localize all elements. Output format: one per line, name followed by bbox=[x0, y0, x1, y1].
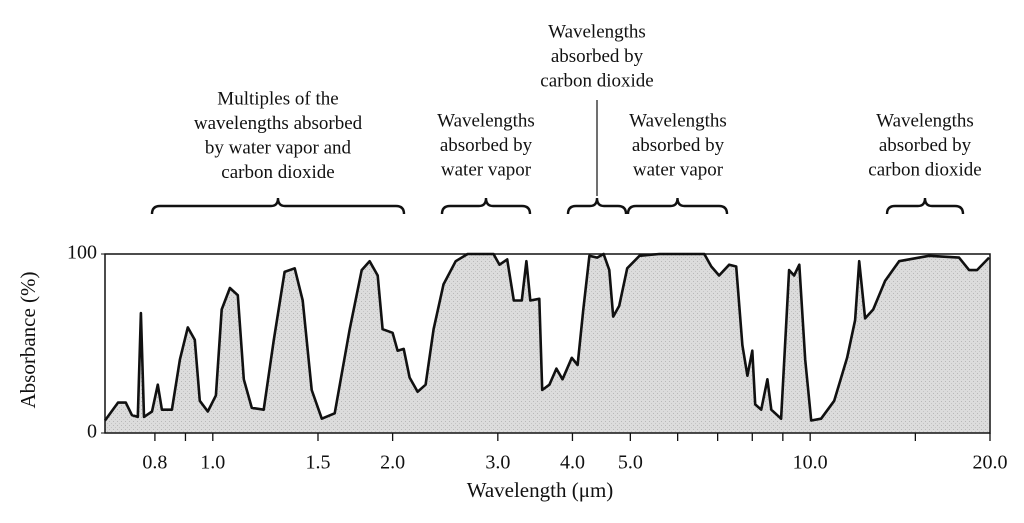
annotation-text: Wavelengths bbox=[629, 110, 727, 131]
annotation-text: carbon dioxide bbox=[868, 159, 981, 180]
brace bbox=[566, 197, 628, 215]
x-tick-label: 0.8 bbox=[142, 452, 167, 474]
annotation-text: Wavelengths bbox=[437, 110, 535, 131]
x-tick-label: 4.0 bbox=[560, 452, 585, 474]
x-axis-label: Wavelength (μm) bbox=[467, 478, 614, 502]
annotation-text: absorbed by bbox=[440, 135, 533, 156]
brace bbox=[626, 197, 729, 215]
annotation-text: carbon dioxide bbox=[540, 70, 653, 91]
x-tick-label: 2.0 bbox=[380, 452, 405, 474]
annotation-text: water vapor bbox=[441, 159, 532, 180]
y-tick-label: 100 bbox=[67, 242, 97, 264]
annotation-text: absorbed by bbox=[879, 135, 972, 156]
annotation-text: wavelengths absorbed bbox=[194, 113, 363, 134]
brace bbox=[440, 197, 532, 215]
annotation-text: Multiples of the bbox=[217, 88, 338, 109]
y-axis-label: Absorbance (%) bbox=[16, 271, 40, 408]
area bbox=[105, 254, 990, 433]
brace bbox=[150, 197, 406, 215]
annotation-text: water vapor bbox=[633, 159, 724, 180]
x-tick-label: 10.0 bbox=[793, 452, 828, 474]
x-tick-label: 1.5 bbox=[305, 452, 330, 474]
brace bbox=[885, 197, 965, 215]
annotation-text: by water vapor and bbox=[205, 137, 352, 158]
x-tick-label: 5.0 bbox=[618, 452, 643, 474]
annotation-text: Wavelengths bbox=[548, 21, 646, 42]
y-tick-label: 0 bbox=[87, 421, 97, 443]
line bbox=[103, 252, 991, 422]
plot-frame bbox=[104, 253, 991, 434]
annotation-text: Wavelengths bbox=[876, 110, 974, 131]
x-tick-label: 3.0 bbox=[485, 452, 510, 474]
x-tick-label: 20.0 bbox=[973, 452, 1008, 474]
annotation-text: carbon dioxide bbox=[221, 162, 334, 183]
annotation-text: absorbed by bbox=[551, 46, 644, 67]
annotation-text: absorbed by bbox=[632, 135, 725, 156]
x-tick-label: 1.0 bbox=[200, 452, 225, 474]
